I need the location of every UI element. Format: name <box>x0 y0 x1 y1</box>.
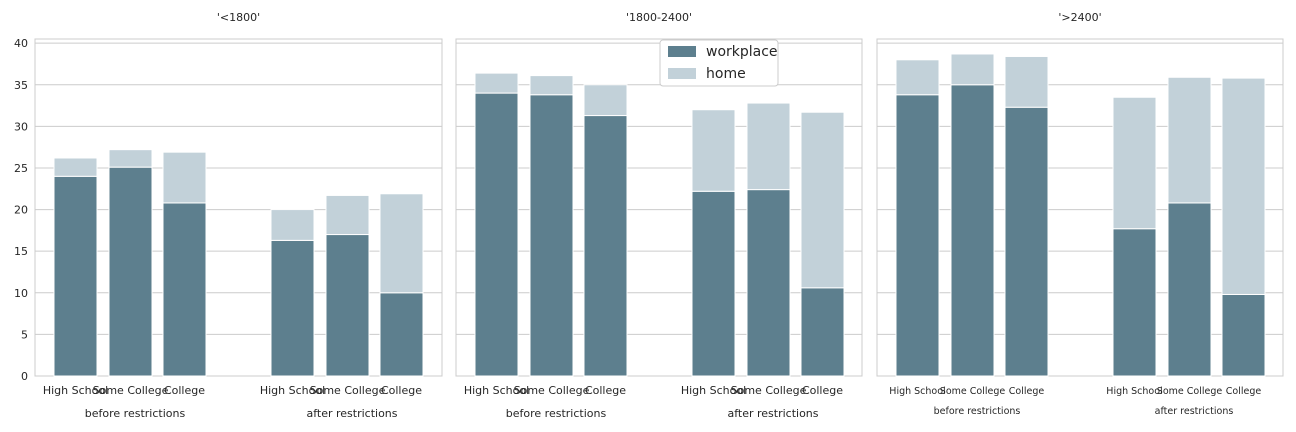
bar-home <box>1112 96 1157 230</box>
bar-workplace <box>529 94 574 377</box>
group-label: after restrictions <box>306 407 397 420</box>
bar-home <box>53 157 98 177</box>
bar-home <box>1167 76 1212 204</box>
bar-workplace <box>1112 228 1157 377</box>
panel-title: '<1800' <box>217 11 260 24</box>
bar-workplace <box>325 234 370 377</box>
x-tick-label: College <box>164 384 205 397</box>
x-tick-label: Some College <box>93 384 169 397</box>
x-tick-label: College <box>1009 386 1045 397</box>
bar-workplace <box>800 287 845 377</box>
y-tick-label: 5 <box>21 328 28 341</box>
bar-home <box>474 72 519 94</box>
bar-home <box>325 194 370 236</box>
bar-home <box>1004 55 1049 108</box>
bar-home <box>108 149 153 168</box>
bar-workplace <box>746 189 791 377</box>
x-tick-label: High School <box>43 384 108 397</box>
bar-workplace <box>1004 106 1049 377</box>
y-tick-label: 35 <box>14 79 28 92</box>
bar-home <box>270 209 315 241</box>
bar-home <box>583 84 628 117</box>
x-tick-label: College <box>585 384 626 397</box>
x-tick-label: High School <box>889 386 945 397</box>
legend-label-home: home <box>706 66 746 82</box>
bar-workplace <box>270 239 315 377</box>
bar-home <box>691 109 736 192</box>
y-tick-label: 15 <box>14 245 28 258</box>
x-tick-label: College <box>1226 386 1262 397</box>
y-tick-label: 25 <box>14 162 28 175</box>
x-tick-label: Some College <box>514 384 590 397</box>
bar-home <box>162 151 207 204</box>
bar-home <box>379 193 424 294</box>
x-tick-label: Some College <box>310 384 386 397</box>
y-tick-label: 30 <box>14 120 28 133</box>
group-label: before restrictions <box>506 407 607 420</box>
x-tick-label: Some College <box>1157 386 1223 397</box>
panel-title: '1800-2400' <box>626 11 692 24</box>
bar-workplace <box>108 166 153 377</box>
y-tick-label: 0 <box>21 370 28 383</box>
legend: workplace home <box>659 39 779 87</box>
group-label: before restrictions <box>85 407 186 420</box>
bar-workplace <box>895 94 940 377</box>
x-tick-label: High School <box>464 384 529 397</box>
group-label: before restrictions <box>934 406 1021 417</box>
bar-workplace <box>162 202 207 377</box>
y-tick-label: 20 <box>14 204 28 217</box>
bar-home <box>746 102 791 191</box>
x-tick-label: High School <box>681 384 746 397</box>
x-tick-label: High School <box>260 384 325 397</box>
group-label: after restrictions <box>1155 406 1234 417</box>
bar-workplace <box>1221 293 1266 377</box>
group-label: after restrictions <box>727 407 818 420</box>
x-tick-label: College <box>381 384 422 397</box>
bar-home <box>950 53 995 86</box>
bar-workplace <box>1167 202 1212 377</box>
bar-workplace <box>950 84 995 377</box>
bar-workplace <box>691 190 736 377</box>
bar-workplace <box>474 92 519 377</box>
bar-workplace <box>53 175 98 377</box>
legend-swatch-home <box>668 68 696 79</box>
panel-title: '>2400' <box>1058 11 1101 24</box>
bar-home <box>895 59 940 96</box>
x-tick-label: High School <box>1106 386 1162 397</box>
bar-workplace <box>379 292 424 377</box>
x-tick-label: College <box>802 384 843 397</box>
bar-home <box>1221 77 1266 295</box>
x-tick-label: Some College <box>731 384 807 397</box>
y-tick-label: 10 <box>14 287 28 300</box>
legend-swatch-workplace <box>668 46 696 57</box>
x-tick-label: Some College <box>940 386 1006 397</box>
bar-home <box>529 75 574 96</box>
y-tick-label: 40 <box>14 37 28 50</box>
bar-workplace <box>583 115 628 377</box>
legend-label-workplace: workplace <box>706 44 778 60</box>
bar-home <box>800 111 845 289</box>
